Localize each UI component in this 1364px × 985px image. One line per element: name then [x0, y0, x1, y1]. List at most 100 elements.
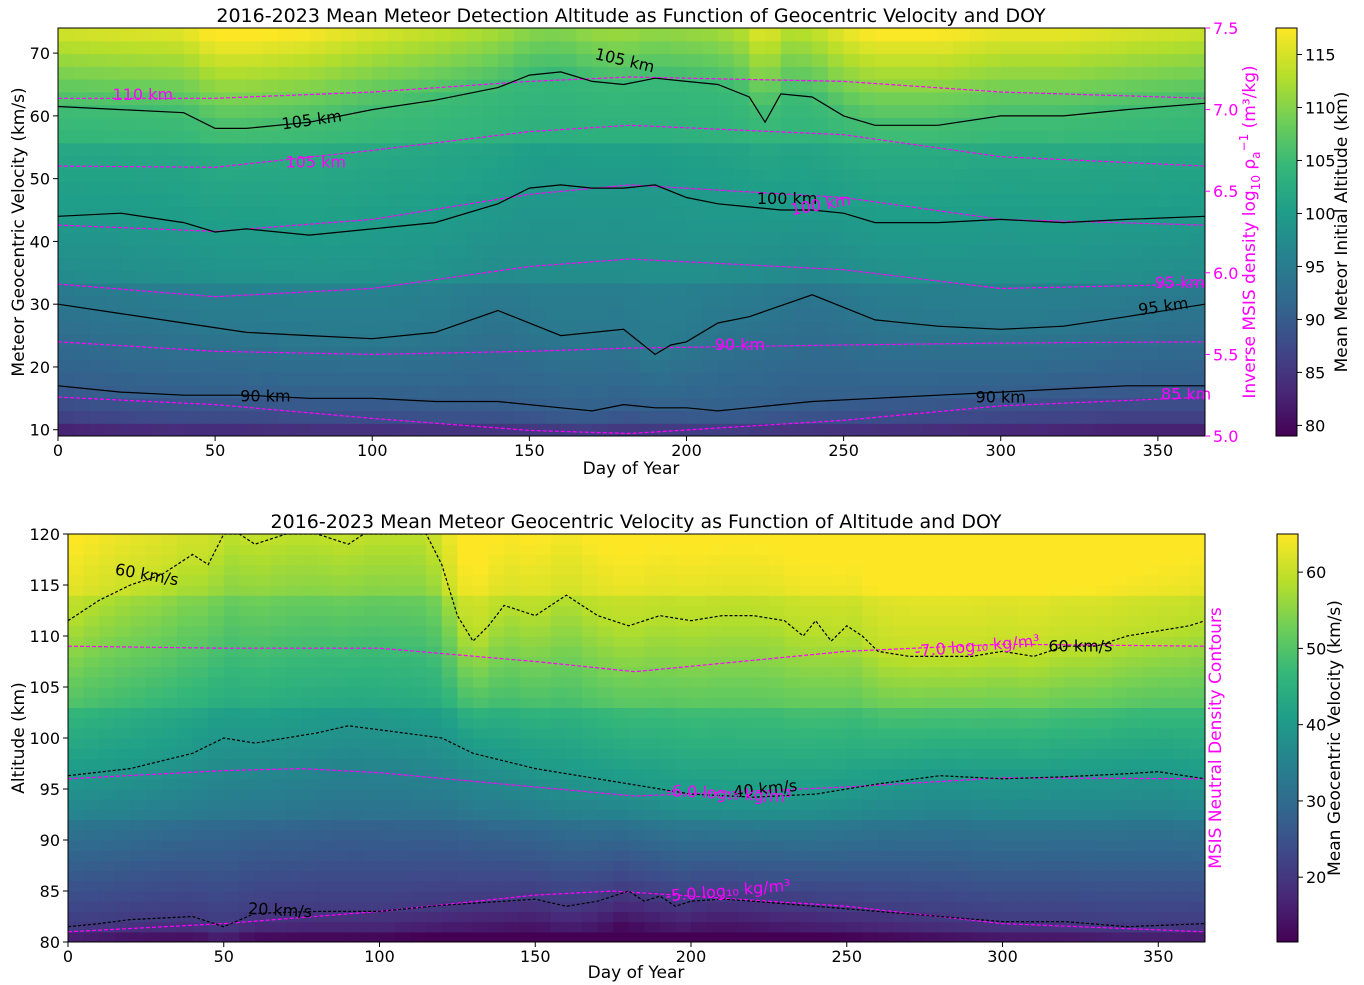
heatmap-cell [768, 809, 786, 821]
heatmap-cell [114, 585, 131, 596]
heatmap-cell [924, 697, 941, 708]
heatmap-cell [969, 410, 986, 424]
heatmap-cell [906, 155, 923, 169]
heatmap-cell [83, 636, 100, 647]
heatmap-cell [940, 615, 957, 627]
heatmap-cell [161, 911, 178, 923]
heatmap-cell [457, 789, 474, 800]
heatmap-cell [922, 79, 939, 93]
heatmap-cell [686, 270, 703, 284]
heatmap-cell [262, 410, 279, 424]
heatmap-cell [706, 758, 723, 770]
heatmap-cell [843, 155, 860, 169]
heatmap-cell [325, 142, 342, 157]
heatmap-cell [737, 911, 754, 923]
heatmap-cell [827, 79, 845, 93]
heatmap-cell [167, 244, 185, 259]
heatmap-cell [859, 232, 876, 246]
heatmap-cell [877, 615, 895, 627]
heatmap-cell [89, 334, 106, 348]
heatmap-cell [560, 372, 578, 386]
heatmap-cell [1063, 244, 1080, 259]
heatmap-cell [513, 155, 530, 169]
heatmap-cell [628, 758, 645, 770]
heatmap-cell [686, 321, 703, 335]
heatmap-cell [309, 206, 326, 220]
heatmap-cell [877, 666, 895, 678]
heatmap-cell [607, 66, 625, 80]
heatmap-cell [706, 727, 723, 739]
heatmap-cell [73, 232, 91, 246]
heatmap-cell [450, 181, 468, 195]
heatmap-cell [246, 295, 263, 310]
heatmap-cell [301, 880, 318, 892]
heatmap-cell [1127, 778, 1144, 790]
heatmap-cell [702, 53, 719, 67]
heatmap-cell [1111, 585, 1128, 596]
heatmap-cell [410, 809, 427, 821]
heatmap-cell [1032, 295, 1049, 310]
heatmap-cell [831, 605, 848, 617]
heatmap-cell [831, 911, 848, 923]
heatmap-cell [639, 385, 656, 399]
heatmap-cell [1063, 232, 1080, 246]
heatmap-cell [1002, 921, 1019, 933]
heatmap-cell [466, 232, 483, 246]
heatmap-cell [1158, 799, 1175, 810]
y-axis-label-1: Meteor Geocentric Velocity (km/s) [9, 87, 29, 376]
heatmap-cell [466, 40, 483, 55]
heatmap-cell [644, 697, 661, 708]
heatmap-cell [780, 168, 798, 182]
heatmap-cell [1127, 809, 1144, 821]
heatmap-cell [971, 707, 988, 719]
heatmap-cell [749, 181, 766, 195]
heatmap-cell [419, 155, 436, 169]
heatmap-cell [332, 585, 349, 596]
heatmap-cell [1000, 66, 1018, 80]
heatmap-cell [827, 359, 845, 373]
heatmap-cell [167, 142, 185, 157]
heatmap-cell [986, 809, 1004, 821]
heatmap-cell [628, 789, 645, 800]
heatmap-cell [466, 334, 483, 348]
heatmap-cell [519, 789, 536, 800]
heatmap-cell [68, 809, 85, 821]
heatmap-cell [504, 717, 521, 729]
heatmap-cell [208, 585, 225, 596]
heatmap-cell [753, 687, 770, 698]
heatmap-cell [1173, 53, 1190, 67]
heatmap-cell [286, 676, 303, 688]
heatmap-cell [363, 880, 381, 892]
heatmap-cell [199, 359, 216, 373]
heatmap-cell [1111, 758, 1128, 770]
heatmap-cell [99, 911, 116, 923]
heatmap-cell [363, 891, 381, 902]
heatmap-cell [1049, 646, 1066, 657]
heatmap-cell [937, 334, 955, 348]
heatmap-cell [145, 717, 163, 729]
heatmap-cell [472, 717, 490, 729]
heatmap-cell [199, 334, 216, 348]
heatmap-cell [765, 181, 782, 195]
heatmap-cell [457, 778, 474, 790]
heatmap-cell [628, 840, 645, 851]
colorbar-tick-label: 90 [1305, 310, 1325, 329]
heatmap-cell [356, 334, 373, 348]
heatmap-cell [971, 615, 988, 627]
heatmap-cell [1064, 738, 1081, 749]
heatmap-cell [363, 707, 381, 719]
heatmap-cell [167, 423, 185, 436]
heatmap-cell [73, 142, 91, 157]
heatmap-cell [1018, 697, 1035, 708]
heatmap-cell [309, 79, 326, 93]
heatmap-cell [909, 860, 926, 872]
heatmap-cell [114, 850, 131, 861]
heatmap-cell [815, 911, 832, 923]
heatmap-cell [675, 880, 692, 892]
heatmap-cell [58, 181, 75, 195]
heatmap-cell [177, 789, 194, 800]
heatmap-cell [906, 206, 923, 220]
heatmap-cell [706, 901, 723, 912]
heatmap-cell [722, 870, 739, 882]
heatmap-cell [827, 66, 845, 80]
